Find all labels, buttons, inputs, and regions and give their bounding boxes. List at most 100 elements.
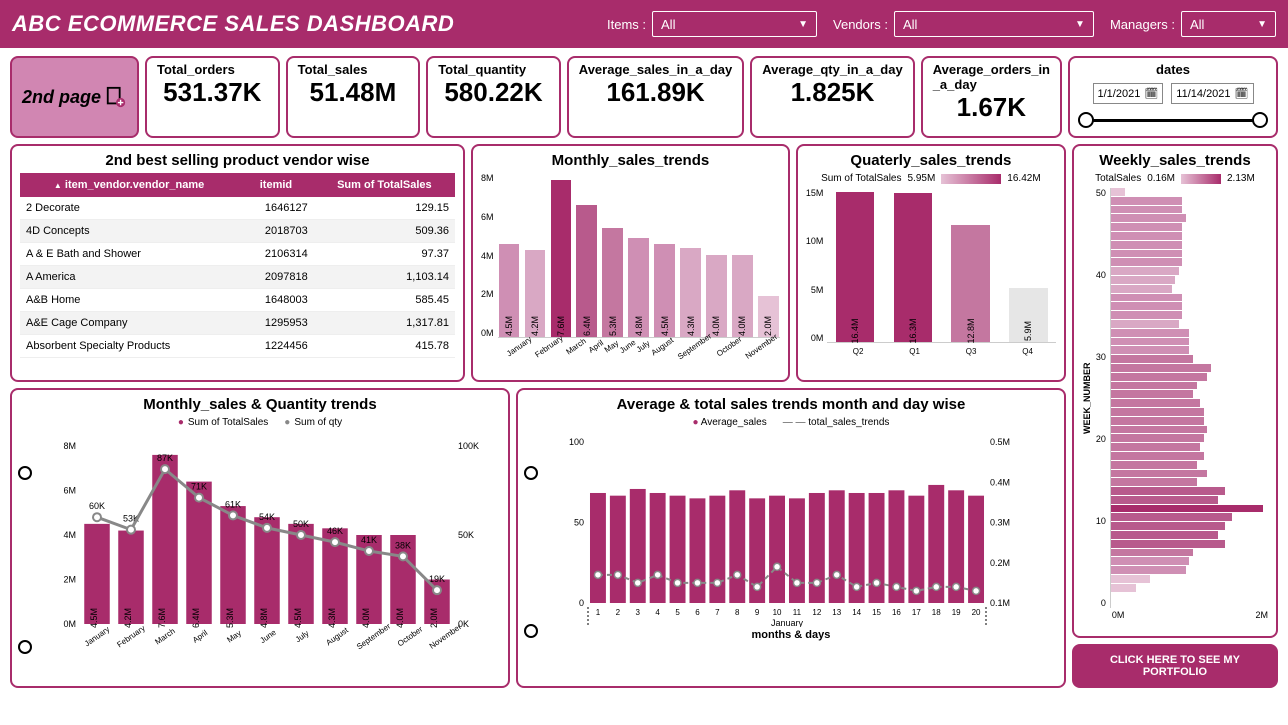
filter-managers: Managers : All ▼ [1110,11,1276,37]
kpi-card: Average_qty_in_a_day1.825K [750,56,914,138]
table-header[interactable]: Sum of TotalSales [314,173,455,197]
svg-text:46K: 46K [327,526,343,536]
weekly-legend: TotalSales 0.16M 2.13M [1082,173,1268,184]
svg-text:2M: 2M [63,575,76,585]
quarterly-sales-chart[interactable]: 15M10M5M0M16.4M16.3M12.8M5.9MQ2Q1Q3Q4 [806,188,1056,356]
dashboard-title: ABC ECOMMERCE SALES DASHBOARD [12,11,454,37]
second-page-button[interactable]: 2nd page [10,56,139,138]
weekly-sales-title: Weekly_sales_trends [1082,152,1268,169]
svg-text:4.5M: 4.5M [293,608,303,628]
dates-card: dates 1/1/2021🗓 11/14/2021🗓 [1068,56,1278,138]
combo-chart[interactable]: 8M6M4M2M0M100K50K0K4.5M60K4.2M53K7.6M87K… [20,432,500,641]
table-row[interactable]: A America20978181,103.14 [20,266,455,289]
svg-text:8M: 8M [63,441,76,451]
svg-text:4: 4 [655,608,660,617]
combo-chart-title: Monthly_sales & Quantity trends [20,396,500,413]
svg-text:4.5M: 4.5M [89,608,99,628]
svg-text:1: 1 [596,608,601,617]
filter-managers-label: Managers : [1110,17,1175,32]
kpi-title: Average_orders_in _a_day [933,62,1050,92]
date-from-input[interactable]: 1/1/2021🗓 [1093,83,1164,104]
date-to-input[interactable]: 11/14/2021🗓 [1171,83,1253,104]
avg-slider-top[interactable] [524,466,538,480]
combo-slider-top[interactable] [18,466,32,480]
top-bar: ABC ECOMMERCE SALES DASHBOARD Items : Al… [0,0,1288,48]
filter-vendors: Vendors : All ▼ [833,11,1094,37]
svg-text:16: 16 [892,608,901,617]
table-row[interactable]: A&E Cage Company12959531,317.81 [20,312,455,335]
monthly-sales-chart[interactable]: 8M6M4M2M0M4.5M4.2M7.6M6.4M5.3M4.8M4.5M4.… [481,173,780,351]
table-row[interactable]: A&B Home1648003585.45 [20,289,455,312]
kpi-row: 2nd page Total_orders531.37KTotal_sales5… [0,48,1288,144]
kpi-value: 531.37K [157,77,268,108]
portfolio-button[interactable]: CLICK HERE TO SEE MY PORTFOLIO [1072,644,1278,688]
svg-text:60K: 60K [89,501,105,511]
svg-text:0.2M: 0.2M [990,558,1010,568]
avg-slider-bottom[interactable] [524,624,538,638]
weekly-sales-card: Weekly_sales_trends TotalSales 0.16M 2.1… [1072,144,1278,638]
avg-chart-card: Average & total sales trends month and d… [516,388,1066,688]
weekly-sales-chart[interactable]: WEEK_NUMBER504030201000M2M [1082,188,1268,620]
kpi-title: Total_sales [298,62,409,77]
chevron-down-icon: ▼ [798,19,808,30]
svg-text:4.8M: 4.8M [259,608,269,628]
filter-vendors-dropdown[interactable]: All ▼ [894,11,1094,37]
svg-text:8: 8 [735,608,740,617]
svg-text:4M: 4M [63,530,76,540]
filter-managers-dropdown[interactable]: All ▼ [1181,11,1276,37]
svg-text:7.6M: 7.6M [157,608,167,628]
table-row[interactable]: A & E Bath and Shower210631497.37 [20,243,455,266]
kpi-title: Total_orders [157,62,268,77]
combo-slider-bottom[interactable] [18,640,32,654]
svg-text:0M: 0M [63,619,76,629]
svg-text:7: 7 [715,608,720,617]
svg-text:61K: 61K [225,499,241,509]
svg-text:4.0M: 4.0M [361,608,371,628]
svg-text:0.1M: 0.1M [990,598,1010,608]
combo-chart-card: Monthly_sales & Quantity trends Sum of T… [10,388,510,688]
kpi-value: 1.825K [762,77,902,108]
calendar-icon: 🗓 [1235,87,1249,100]
avg-xaxis-title: months & days [526,629,1056,641]
kpi-card: Total_quantity580.22K [426,56,561,138]
date-range-slider[interactable] [1078,112,1268,128]
svg-text:0.3M: 0.3M [990,518,1010,528]
table-header[interactable]: ▲ item_vendor.vendor_name [20,173,238,197]
svg-text:50: 50 [574,518,584,528]
quarterly-legend: Sum of TotalSales 5.95M 16.42M [806,173,1056,184]
svg-text:19: 19 [952,608,961,617]
page-icon [105,86,127,108]
table-header[interactable]: itemid [238,173,314,197]
svg-text:38K: 38K [395,540,411,550]
dates-title: dates [1078,62,1268,77]
svg-text:100K: 100K [458,441,479,451]
svg-text:71K: 71K [191,482,207,492]
svg-text:4.3M: 4.3M [327,608,337,628]
filter-items-dropdown[interactable]: All ▼ [652,11,817,37]
svg-text:20: 20 [972,608,981,617]
svg-text:50K: 50K [458,530,474,540]
svg-text:9: 9 [755,608,760,617]
svg-text:2: 2 [616,608,621,617]
filter-items-label: Items : [607,17,646,32]
svg-text:5.3M: 5.3M [225,608,235,628]
svg-text:41K: 41K [361,535,377,545]
avg-legend: ● Average_sales — — total_sales_trends [526,417,1056,428]
avg-chart[interactable]: 1005000.5M0.4M0.3M0.2M0.1M12345678910111… [526,432,1056,627]
table-row[interactable]: Absorbent Specialty Products1224456415.7… [20,335,455,358]
svg-text:0.5M: 0.5M [990,437,1010,447]
table-row[interactable]: 2 Decorate1646127129.15 [20,197,455,220]
calendar-icon: 🗓 [1144,87,1158,100]
avg-chart-title: Average & total sales trends month and d… [526,396,1056,413]
svg-text:87K: 87K [157,453,173,463]
svg-text:4.2M: 4.2M [123,608,133,628]
vendor-table[interactable]: ▲ item_vendor.vendor_nameitemidSum of To… [20,173,455,358]
chevron-down-icon: ▼ [1075,19,1085,30]
svg-text:17: 17 [912,608,921,617]
svg-text:6M: 6M [63,486,76,496]
svg-text:15: 15 [872,608,881,617]
svg-text:12: 12 [812,608,821,617]
table-row[interactable]: 4D Concepts2018703509.36 [20,220,455,243]
kpi-value: 161.89K [579,77,732,108]
quarterly-sales-title: Quaterly_sales_trends [806,152,1056,169]
